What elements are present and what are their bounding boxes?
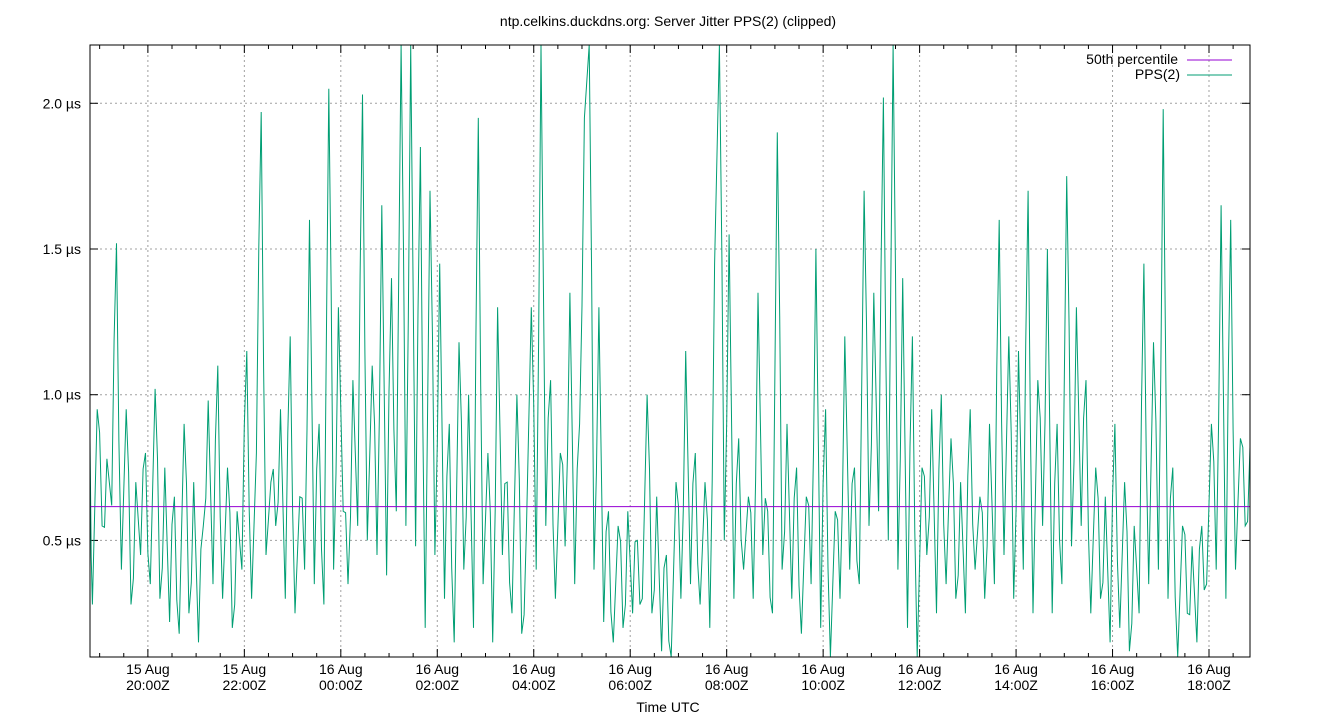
legend-label-median: 50th percentile [1086,51,1178,67]
x-tick-date-label: 15 Aug [126,661,170,677]
x-tick-date-label: 16 Aug [319,661,363,677]
chart-title: ntp.celkins.duckdns.org: Server Jitter P… [500,13,836,29]
x-tick-time-label: 04:00Z [512,677,556,693]
plot-area [90,45,1250,657]
x-tick-time-label: 12:00Z [898,677,942,693]
x-tick-date-label: 16 Aug [994,661,1038,677]
x-tick-time-label: 06:00Z [608,677,652,693]
x-tick-date-label: 16 Aug [898,661,942,677]
x-tick-date-label: 16 Aug [1187,661,1231,677]
y-tick-label: 1.5 µs [43,241,81,257]
x-tick-time-label: 14:00Z [994,677,1038,693]
grid-lines [90,45,1250,657]
series-line-pps [90,45,1250,657]
x-tick-time-label: 22:00Z [223,677,267,693]
plot-border [89,44,1251,658]
y-tick-label: 2.0 µs [43,95,81,111]
y-tick-label: 1.0 µs [43,387,81,403]
x-tick-date-label: 16 Aug [415,661,459,677]
x-tick-date-label: 16 Aug [705,661,749,677]
x-tick-time-label: 20:00Z [126,677,170,693]
x-tick-time-label: 02:00Z [415,677,459,693]
x-tick-time-label: 08:00Z [705,677,749,693]
x-tick-time-label: 18:00Z [1187,677,1231,693]
x-tick-time-label: 10:00Z [801,677,845,693]
legend: 50th percentile PPS(2) [1086,51,1232,82]
x-tick-date-label: 16 Aug [801,661,845,677]
y-axis: 0.5 µs 1.0 µs 1.5 µs 2.0 µs [43,95,1250,548]
x-tick-date-label: 16 Aug [1091,661,1135,677]
x-tick-time-label: 16:00Z [1091,677,1135,693]
x-tick-time-label: 00:00Z [319,677,363,693]
x-axis-label: Time UTC [636,699,699,715]
x-tick-date-label: 16 Aug [608,661,652,677]
y-tick-label: 0.5 µs [43,532,81,548]
legend-label-pps: PPS(2) [1135,66,1180,82]
x-tick-date-label: 15 Aug [223,661,267,677]
x-tick-date-label: 16 Aug [512,661,556,677]
